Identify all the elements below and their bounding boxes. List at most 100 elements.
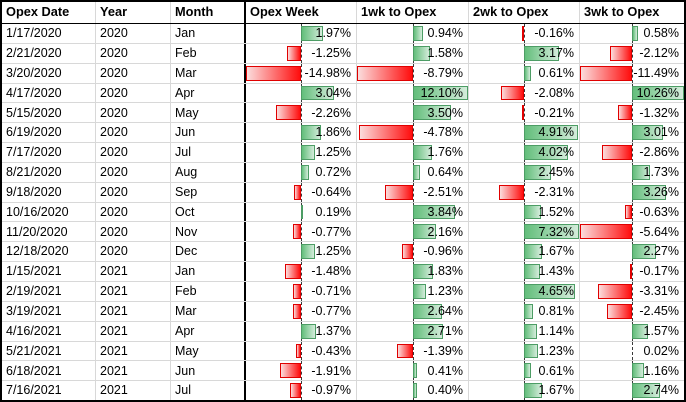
cell-3wk-to-opex[interactable]: 1.57% xyxy=(580,321,684,341)
cell-year[interactable]: 2021 xyxy=(96,361,171,381)
cell-year[interactable]: 2021 xyxy=(96,262,171,281)
cell-2wk-to-opex[interactable]: 3.17% xyxy=(469,43,580,63)
cell-opex-date[interactable]: 3/20/2020 xyxy=(2,63,96,83)
cell-year[interactable]: 2020 xyxy=(96,43,171,63)
cell-3wk-to-opex[interactable]: 10.26% xyxy=(580,83,684,103)
cell-month[interactable]: Nov xyxy=(171,222,246,242)
cell-month[interactable]: Oct xyxy=(171,202,246,222)
cell-opex-date[interactable]: 7/16/2021 xyxy=(2,381,96,400)
cell-opex-date[interactable]: 2/21/2020 xyxy=(2,43,96,63)
cell-month[interactable]: Feb xyxy=(171,43,246,63)
cell-opex-date[interactable]: 3/19/2021 xyxy=(2,301,96,321)
cell-2wk-to-opex[interactable]: 7.32% xyxy=(469,222,580,242)
cell-opex-date[interactable]: 5/21/2021 xyxy=(2,341,96,361)
cell-3wk-to-opex[interactable]: -5.64% xyxy=(580,222,684,242)
cell-1wk-to-opex[interactable]: 1.58% xyxy=(357,43,469,63)
cell-opex-date[interactable]: 12/18/2020 xyxy=(2,242,96,262)
cell-year[interactable]: 2020 xyxy=(96,83,171,103)
cell-opex-date[interactable]: 6/19/2020 xyxy=(2,123,96,143)
cell-year[interactable]: 2021 xyxy=(96,381,171,400)
cell-2wk-to-opex[interactable]: 1.23% xyxy=(469,341,580,361)
cell-2wk-to-opex[interactable]: 2.45% xyxy=(469,162,580,182)
cell-3wk-to-opex[interactable]: -2.45% xyxy=(580,301,684,321)
cell-1wk-to-opex[interactable]: -8.79% xyxy=(357,63,469,83)
cell-3wk-to-opex[interactable]: -1.32% xyxy=(580,103,684,123)
cell-opex-week[interactable]: -1.91% xyxy=(246,361,357,381)
cell-opex-week[interactable]: 1.97% xyxy=(246,24,357,43)
cell-3wk-to-opex[interactable]: -11.49% xyxy=(580,63,684,83)
cell-1wk-to-opex[interactable]: -0.96% xyxy=(357,242,469,262)
cell-year[interactable]: 2020 xyxy=(96,24,171,43)
cell-opex-date[interactable]: 8/21/2020 xyxy=(2,162,96,182)
cell-year[interactable]: 2021 xyxy=(96,341,171,361)
cell-2wk-to-opex[interactable]: -2.31% xyxy=(469,182,580,202)
cell-3wk-to-opex[interactable]: 1.73% xyxy=(580,162,684,182)
cell-month[interactable]: Mar xyxy=(171,301,246,321)
cell-1wk-to-opex[interactable]: 12.10% xyxy=(357,83,469,103)
cell-month[interactable]: Apr xyxy=(171,83,246,103)
cell-opex-week[interactable]: -1.48% xyxy=(246,262,357,281)
cell-year[interactable]: 2020 xyxy=(96,162,171,182)
cell-month[interactable]: Jul xyxy=(171,381,246,400)
cell-month[interactable]: Jun xyxy=(171,123,246,143)
cell-opex-week[interactable]: -0.77% xyxy=(246,222,357,242)
cell-year[interactable]: 2020 xyxy=(96,182,171,202)
column-header-opex-week[interactable]: Opex Week xyxy=(246,2,357,23)
cell-3wk-to-opex[interactable]: 2.74% xyxy=(580,381,684,400)
cell-3wk-to-opex[interactable]: -3.31% xyxy=(580,281,684,301)
column-header-3wk-to-opex[interactable]: 3wk to Opex xyxy=(584,4,660,20)
cell-3wk-to-opex[interactable]: 3.26% xyxy=(580,182,684,202)
cell-opex-week[interactable]: 0.19% xyxy=(246,202,357,222)
cell-opex-date[interactable]: 7/17/2020 xyxy=(2,143,96,162)
cell-opex-date[interactable]: 6/18/2021 xyxy=(2,361,96,381)
cell-opex-date[interactable]: 4/17/2020 xyxy=(2,83,96,103)
cell-1wk-to-opex[interactable]: 0.40% xyxy=(357,381,469,400)
cell-3wk-to-opex[interactable]: -0.63% xyxy=(580,202,684,222)
cell-opex-week[interactable]: -1.25% xyxy=(246,43,357,63)
cell-3wk-to-opex[interactable]: -0.17% xyxy=(580,262,684,281)
cell-3wk-to-opex[interactable]: 0.02% xyxy=(580,341,684,361)
cell-2wk-to-opex[interactable]: -0.21% xyxy=(469,103,580,123)
cell-2wk-to-opex[interactable]: 1.43% xyxy=(469,262,580,281)
column-header-1wk-to-opex[interactable]: 1wk to Opex xyxy=(357,2,469,23)
cell-1wk-to-opex[interactable]: 1.23% xyxy=(357,281,469,301)
cell-year[interactable]: 2021 xyxy=(96,281,171,301)
cell-1wk-to-opex[interactable]: 3.84% xyxy=(357,202,469,222)
column-header-2wk-to-opex[interactable]: 2wk to Opex xyxy=(469,2,580,23)
cell-month[interactable]: Apr xyxy=(171,321,246,341)
cell-1wk-to-opex[interactable]: 0.94% xyxy=(357,24,469,43)
cell-opex-date[interactable]: 4/16/2021 xyxy=(2,321,96,341)
cell-2wk-to-opex[interactable]: 4.91% xyxy=(469,123,580,143)
column-header-year[interactable]: Year xyxy=(96,2,171,23)
cell-month[interactable]: Sep xyxy=(171,182,246,202)
cell-2wk-to-opex[interactable]: 0.61% xyxy=(469,63,580,83)
cell-year[interactable]: 2021 xyxy=(96,321,171,341)
cell-opex-date[interactable]: 10/16/2020 xyxy=(2,202,96,222)
cell-month[interactable]: Jul xyxy=(171,143,246,162)
column-header-month[interactable]: Month xyxy=(171,2,246,23)
cell-1wk-to-opex[interactable]: 1.83% xyxy=(357,262,469,281)
cell-2wk-to-opex[interactable]: 0.81% xyxy=(469,301,580,321)
cell-3wk-to-opex[interactable]: 2.27% xyxy=(580,242,684,262)
cell-month[interactable]: Feb xyxy=(171,281,246,301)
cell-opex-date[interactable]: 2/19/2021 xyxy=(2,281,96,301)
cell-opex-week[interactable]: -14.98% xyxy=(246,63,357,83)
cell-month[interactable]: Jan xyxy=(171,262,246,281)
cell-2wk-to-opex[interactable]: 1.14% xyxy=(469,321,580,341)
cell-2wk-to-opex[interactable]: -0.16% xyxy=(469,24,580,43)
cell-1wk-to-opex[interactable]: -2.51% xyxy=(357,182,469,202)
cell-opex-week[interactable]: -0.64% xyxy=(246,182,357,202)
cell-3wk-to-opex[interactable]: 0.58% xyxy=(580,24,684,43)
cell-1wk-to-opex[interactable]: 2.71% xyxy=(357,321,469,341)
cell-month[interactable]: Mar xyxy=(171,63,246,83)
cell-opex-week[interactable]: 1.25% xyxy=(246,143,357,162)
cell-1wk-to-opex[interactable]: 3.50% xyxy=(357,103,469,123)
cell-opex-week[interactable]: 0.72% xyxy=(246,162,357,182)
cell-opex-date[interactable]: 11/20/2020 xyxy=(2,222,96,242)
cell-3wk-to-opex[interactable]: 1.16% xyxy=(580,361,684,381)
cell-opex-date[interactable]: 5/15/2020 xyxy=(2,103,96,123)
cell-month[interactable]: May xyxy=(171,341,246,361)
cell-month[interactable]: Jan xyxy=(171,24,246,43)
cell-opex-week[interactable]: -0.97% xyxy=(246,381,357,400)
cell-1wk-to-opex[interactable]: 1.76% xyxy=(357,143,469,162)
